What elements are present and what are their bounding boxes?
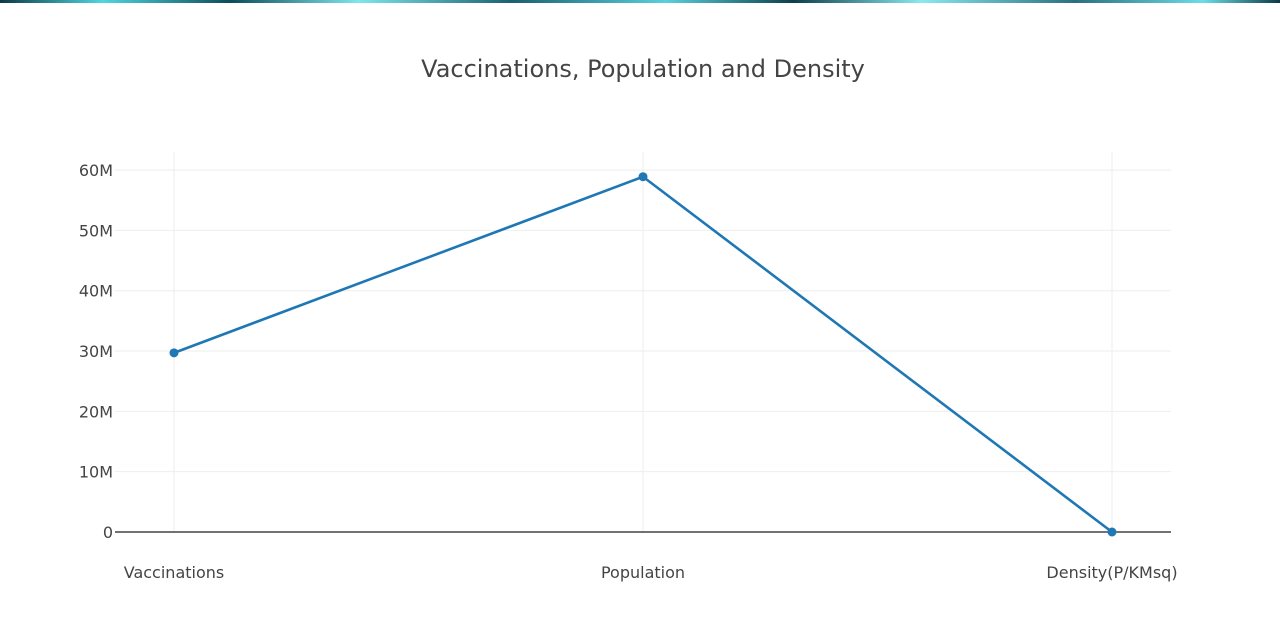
y-tick-label: 30M	[79, 342, 113, 361]
y-tick-label: 10M	[79, 463, 113, 482]
y-tick-label: 50M	[79, 221, 113, 240]
x-tick-label: Density(P/KMsq)	[1046, 563, 1177, 582]
y-tick-label: 20M	[79, 402, 113, 421]
chart-title: Vaccinations, Population and Density	[421, 55, 865, 83]
data-point-marker[interactable]	[638, 172, 648, 182]
grid-layer	[115, 152, 1171, 532]
x-tick-label: Population	[601, 563, 685, 582]
data-point-marker[interactable]	[169, 348, 179, 358]
label-layer: 0 10M 20M 30M 40M 50M 60M Vaccinations Populatio…	[79, 161, 1178, 582]
data-point-marker[interactable]	[1107, 527, 1117, 537]
y-tick-label: 60M	[79, 161, 113, 180]
y-tick-label: 0	[103, 523, 113, 542]
x-tick-label: Vaccinations	[124, 563, 224, 582]
header-banner-strip	[0, 0, 1280, 3]
y-tick-label: 40M	[79, 282, 113, 301]
series-layer	[169, 172, 1117, 537]
